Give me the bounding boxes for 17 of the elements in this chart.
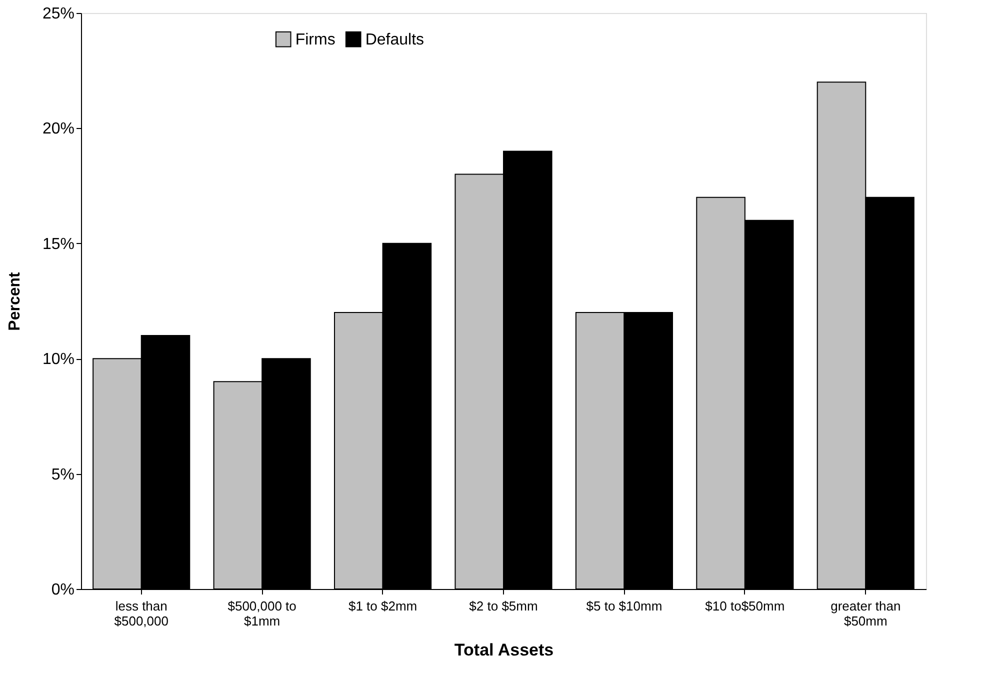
x-tick-label: $1 to $2mm (348, 598, 418, 614)
y-tick-label: 5% (51, 466, 74, 484)
y-tick-label: 15% (42, 236, 74, 253)
x-tick-label: $2 to $5mm (469, 598, 538, 614)
legend-label: Firms (295, 31, 336, 48)
y-tick-label: 25% (42, 6, 74, 22)
y-axis-title: Percent (6, 271, 24, 331)
x-tick-label: $10 to$50mm (705, 598, 785, 614)
x-tick-label: $500,000 to $1mm (228, 598, 296, 628)
x-axis-title: Total Assets (454, 640, 554, 660)
y-tick-label: 0% (51, 582, 74, 598)
y-tick-label: 10% (42, 351, 74, 368)
x-tick-label: $5 to $10mm (586, 598, 662, 614)
x-tick-label: greater than $50mm (830, 598, 901, 628)
y-tick-label: 20% (42, 120, 74, 138)
legend-label: Defaults (365, 31, 424, 48)
x-tick-label: less than $500,000 (114, 598, 168, 628)
